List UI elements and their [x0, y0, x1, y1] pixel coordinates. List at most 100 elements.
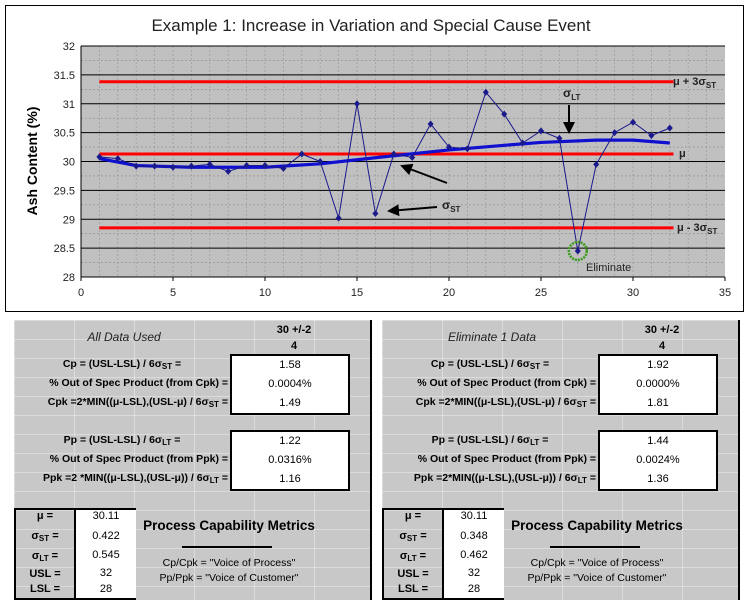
oos-ppk-value: 0.0024%	[636, 454, 680, 466]
cp-values-box: 1.92 0.0000% 1.81	[598, 354, 718, 415]
reference-line-label: μ + 3σST	[673, 76, 716, 90]
sigma-st-sub: ST	[406, 534, 418, 543]
y-tick-label: 32	[63, 41, 75, 53]
sigma-st-eq: =	[417, 530, 427, 542]
sigma-lt-sub: LT	[407, 554, 417, 563]
pp-label: Pp = (USL-LSL) / 6σLT =	[384, 434, 596, 447]
y-tick-label: 28.5	[54, 243, 75, 255]
cpk-value: 1.81	[647, 397, 669, 409]
data-point	[666, 124, 673, 132]
pp-label: Pp = (USL-LSL) / 6σLT =	[16, 434, 228, 447]
data-point	[538, 127, 544, 135]
sigma-symbol: σ	[442, 198, 450, 212]
y-axis-label: Ash Content (%)	[24, 107, 40, 216]
data-point	[501, 110, 508, 118]
cpk-value: 1.49	[279, 397, 301, 409]
data-point	[427, 120, 434, 128]
ppk-label-text: Ppk =2*MIN((μ-LSL),(USL-μ)) / 6σ	[413, 472, 578, 484]
ref-label-main: μ	[679, 148, 686, 160]
x-tick-label: 25	[535, 287, 547, 299]
cpk-label-text: Cpk =2*MIN((μ-LSL),(USL-μ) / 6σ	[47, 396, 209, 408]
data-point	[188, 162, 195, 170]
lsl-value: 28	[99, 583, 113, 595]
voice-customer-note: Pp/Ppk = "Voice of Customer"	[159, 572, 299, 584]
cp-values-box: 1.58 0.0004% 1.49	[230, 354, 350, 415]
x-tick-label: 30	[627, 287, 639, 299]
data-point	[243, 162, 250, 170]
x-tick-label: 0	[78, 287, 84, 299]
pp-label-text: Pp = (USL-LSL) / 6σ	[431, 434, 531, 446]
ppk-label-text: Ppk =2 *MIN((μ-LSL),(USL-μ)) / 6σ	[43, 472, 210, 484]
ref-label-sub: ST	[707, 227, 717, 236]
sigma-lt-sym: σ	[399, 550, 408, 562]
mu-value: 30.11	[92, 510, 120, 522]
pp-value: 1.44	[647, 435, 669, 447]
oos-ppk-label: % Out of Spec Product (from Ppk) =	[417, 453, 596, 465]
panel-all-data: All Data Used 30 +/-2 4 Cp = (USL-LSL) / …	[14, 320, 372, 600]
x-tick-label: 20	[443, 287, 455, 299]
sigma-lt-value: 0.545	[92, 549, 120, 561]
usl-value: 32	[467, 567, 481, 579]
spec-width: 4	[290, 340, 298, 352]
cp-value: 1.58	[279, 359, 301, 371]
y-tick-label: 29	[63, 214, 75, 226]
cp-label-sub: ST	[529, 362, 541, 371]
data-point	[335, 214, 342, 222]
data-point	[225, 167, 232, 175]
mu-label: μ =	[36, 510, 54, 522]
x-tick-label: 15	[351, 287, 363, 299]
panel-title: All Data Used	[87, 330, 161, 344]
data-line	[99, 91, 670, 252]
sigma-lt-eq: =	[416, 550, 427, 562]
sigma-lt-value: 0.462	[460, 549, 488, 561]
cp-label-text: Cp = (USL-LSL) / 6σ	[62, 358, 162, 370]
chart-svg: Example 1: Increase in Variation and Spe…	[24, 16, 731, 299]
ref-label-main: μ + 3σ	[673, 76, 706, 88]
pp-label-text: Pp = (USL-LSL) / 6σ	[63, 434, 163, 446]
lsl-label: LSL =	[29, 583, 61, 595]
ppk-label-eq: =	[218, 472, 228, 484]
data-point	[151, 162, 158, 170]
data-point	[446, 143, 452, 151]
oos-cpk-label: % Out of Spec Product (from Cpk) =	[49, 377, 228, 389]
spec-block: 30 +/-2 4	[249, 322, 339, 354]
reference-line-label: μ - 3σST	[677, 222, 717, 236]
stats-values: 30.11 0.422 0.545 32 28	[74, 510, 136, 598]
oos-cpk-value: 0.0000%	[636, 378, 680, 390]
cpk-label-eq: =	[586, 396, 596, 408]
data-point	[519, 139, 526, 147]
sigma-lt-sub: LT	[39, 554, 49, 563]
cpk-label-sub: ST	[208, 400, 219, 409]
annotation-sigma-st: σST	[442, 198, 461, 214]
data-point	[317, 158, 324, 165]
control-chart: Example 1: Increase in Variation and Spe…	[5, 5, 744, 312]
cp-label-eq: =	[540, 358, 550, 370]
data-point	[280, 164, 287, 172]
oos-ppk-label: % Out of Spec Product (from Ppk) =	[49, 453, 228, 465]
stats-table: μ = σST = σLT = USL = LSL = 30.11 0.422 …	[14, 508, 136, 600]
cp-label: Cp = (USL-LSL) / 6σST =	[384, 358, 596, 371]
sigma-st-arrow	[400, 163, 448, 184]
sigma-st-label: σST =	[384, 530, 442, 543]
data-point	[648, 132, 655, 140]
data-point	[170, 163, 176, 171]
ppk-value: 1.16	[279, 473, 301, 485]
sigma-st-sym: σ	[399, 530, 407, 542]
data-point	[611, 129, 618, 137]
panel-title: Eliminate 1 Data	[447, 330, 537, 344]
usl-label: USL =	[29, 568, 61, 580]
eliminated-point-circle	[567, 240, 589, 262]
lsl-value: 28	[467, 583, 481, 595]
voice-process-note: Cp/Cpk = "Voice of Process"	[162, 557, 296, 569]
mu-value: 30.11	[460, 510, 488, 522]
ppk-label: Ppk =2*MIN((μ-LSL),(USL-μ)) / 6σLT =	[384, 472, 596, 485]
usl-label: USL =	[397, 568, 429, 580]
cpk-label-sub: ST	[576, 400, 587, 409]
y-tick-label: 31.5	[54, 70, 75, 82]
data-point	[556, 134, 563, 142]
y-tick-label: 28	[63, 272, 75, 284]
sigma-st-sub: ST	[38, 534, 50, 543]
y-tick-label: 31	[63, 99, 75, 111]
stats-table: μ = σST = σLT = USL = LSL = 30.11 0.348 …	[382, 508, 504, 600]
reference-line-label: μ	[679, 148, 686, 160]
